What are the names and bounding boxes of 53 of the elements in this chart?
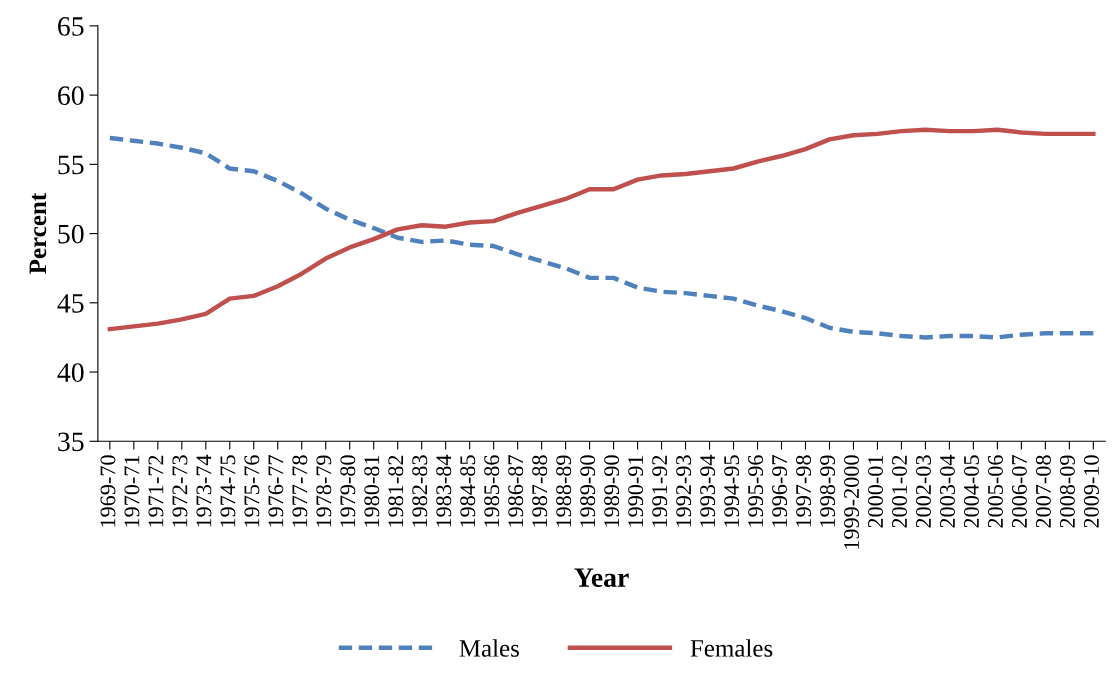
x-tick-label: 1999-2000 (844, 455, 860, 549)
x-tick-label: 1998-99 (820, 455, 836, 527)
x-tick-label: 1969-70 (100, 455, 116, 527)
legend-label: Males (459, 639, 519, 657)
y-axis-title: Percent (29, 192, 47, 274)
x-tick-label: 1970-71 (124, 455, 140, 527)
x-tick-label: 1989-90 (604, 455, 620, 527)
y-tick-label: 45 (57, 294, 84, 313)
y-tick-label: 50 (58, 224, 84, 244)
x-tick-label: 2001-02 (892, 455, 907, 528)
x-tick-label: 1987-88 (532, 455, 548, 527)
x-tick-label: 1978-79 (316, 455, 332, 527)
x-tick-label: 2003-04 (939, 454, 955, 528)
x-tick-label: 1997-98 (796, 455, 812, 527)
x-tick-label: 1992-93 (676, 455, 692, 527)
x-tick-label: 1983-84 (436, 454, 452, 527)
x-tick-label: 1972-73 (172, 455, 188, 527)
x-tick-label: 2008-09 (1059, 455, 1075, 528)
x-tick-label: 1975-76 (244, 455, 260, 527)
y-tick-label: 40 (57, 363, 84, 382)
x-tick-label: 1977-78 (292, 455, 308, 527)
x-tick-label: 1984-85 (460, 455, 476, 527)
x-tick-label: 1981-82 (388, 455, 404, 527)
x-tick-label: 1994-95 (724, 455, 740, 527)
x-tick-label: 2006-07 (1011, 455, 1027, 528)
y-tick-label: 55 (58, 155, 84, 175)
x-tick-label: 1988-89 (556, 455, 572, 527)
x-tick-label: 2009-10 (1083, 455, 1099, 528)
x-tick-label: 2002-03 (915, 455, 931, 528)
x-axis-title: Year (574, 568, 629, 587)
x-tick-label: 1989-90 (580, 455, 596, 527)
x-tick-label: 1979-80 (340, 455, 356, 527)
x-tick-label: 1974-75 (220, 455, 236, 527)
y-tick-label: 60 (58, 86, 84, 106)
x-tick-label: 1985-86 (484, 455, 500, 527)
x-tick-label: 2005-06 (987, 455, 1003, 528)
x-tick-label: 1996-97 (772, 455, 788, 527)
y-tick-label: 65 (58, 17, 84, 36)
x-tick-label: 1980-81 (364, 455, 380, 527)
legend-label: Females (690, 639, 773, 657)
x-tick-label: 2007-08 (1035, 455, 1051, 528)
x-tick-label: 1990-91 (628, 455, 644, 527)
x-tick-label: 2000-01 (868, 455, 884, 528)
x-tick-label: 1971-72 (148, 455, 164, 527)
x-tick-label: 1982-83 (412, 455, 428, 527)
x-tick-label: 2004-05 (963, 455, 979, 528)
x-tick-label: 1986-87 (508, 455, 524, 527)
x-tick-label: 1991-92 (652, 455, 668, 527)
x-tick-label: 1976-77 (268, 455, 284, 527)
x-tick-label: 1993-94 (700, 454, 716, 527)
y-tick-label: 35 (58, 432, 84, 452)
x-tick-label: 1995-96 (748, 455, 764, 527)
x-tick-label: 1973-74 (196, 454, 212, 527)
